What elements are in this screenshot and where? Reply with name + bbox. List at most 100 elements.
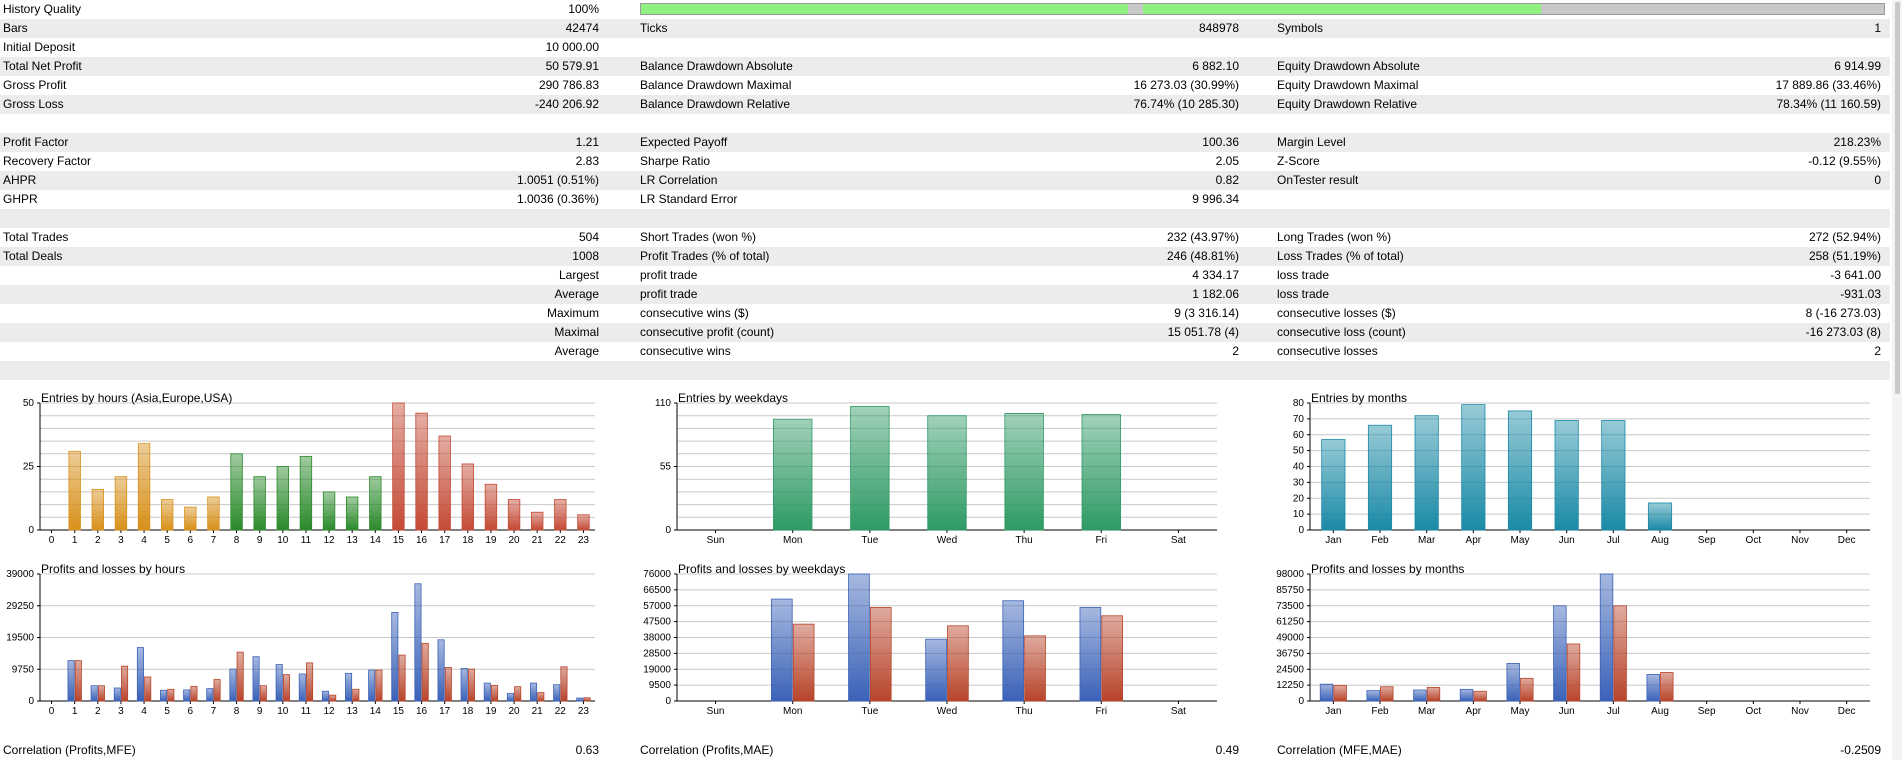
stat-label: Total Trades: [3, 230, 69, 244]
y-tick-label: 76000: [643, 569, 671, 580]
stat-row: Total Deals 1008 Profit Trades (% of total…: [0, 247, 1890, 266]
bar: [850, 406, 890, 531]
loss-bar: [1473, 690, 1487, 702]
stat-label: GHPR: [3, 192, 38, 206]
loss-bar: [190, 685, 198, 702]
x-tick-label: Fri: [1095, 535, 1107, 546]
x-tick-label: 3: [118, 706, 124, 717]
bar: [1321, 439, 1346, 531]
stat-value: -931.03: [1840, 287, 1881, 301]
x-tick-label: 8: [234, 535, 240, 546]
y-tick-label: 80: [1293, 398, 1305, 409]
bar: [507, 499, 521, 531]
x-tick-label: 6: [188, 706, 194, 717]
loss-bar: [74, 660, 82, 702]
y-tick-label: 28500: [643, 648, 671, 659]
profit-bar: [530, 682, 538, 702]
vertical-scrollbar[interactable]: [1892, 0, 1902, 760]
stat-label: consecutive profit (count): [640, 325, 775, 339]
x-tick-label: Sun: [707, 706, 725, 717]
profit-bar: [848, 573, 870, 702]
stat-label: profit trade: [640, 268, 698, 282]
stat-label: Long Trades (won %): [1277, 230, 1392, 244]
y-tick-label: 29250: [6, 601, 34, 612]
bar: [554, 499, 567, 531]
scrollbar-thumb[interactable]: [1895, 2, 1900, 394]
y-tick-label: 55: [660, 462, 672, 473]
bar: [276, 466, 289, 531]
stat-value: 258 (51.19%): [1808, 249, 1881, 263]
bar: [114, 476, 128, 531]
y-tick-label: 0: [1298, 696, 1304, 707]
y-tick-label: 98000: [1276, 569, 1304, 580]
correlation-row: Correlation (Profits,MFE) 0.63 Correlati…: [0, 741, 1890, 760]
bar: [577, 514, 590, 531]
y-tick-label: 30: [1293, 477, 1305, 488]
profit-bar: [553, 684, 561, 702]
chart-svg: 0 55 110 Sun Mon Tue Wed Thu Fri Sat: [655, 398, 1217, 546]
loss-bar: [421, 642, 429, 702]
y-tick-label: 50: [23, 398, 35, 409]
x-tick-label: 13: [347, 706, 359, 717]
bar: [1461, 404, 1486, 531]
chart-title: Profits and losses by months: [1311, 562, 1465, 576]
x-tick-label: Mar: [1418, 706, 1436, 717]
chart-title: Entries by hours (Asia,Europe,USA): [41, 391, 233, 405]
y-tick-label: 0: [28, 696, 34, 707]
stat-label: LR Correlation: [640, 173, 718, 187]
correlation-profits-mae-label: Correlation (Profits,MAE): [640, 743, 774, 757]
stat-value: 218.23%: [1833, 135, 1881, 149]
bar: [207, 496, 220, 531]
loss-bar: [583, 697, 591, 702]
stat-group-label: Largest: [558, 268, 599, 282]
stat-label: profit trade: [640, 287, 698, 301]
chart-svg: 0 10 20 30 40 50 60 70 80 Jan Feb Mar Apr May Jun Jul Au…: [1293, 398, 1870, 546]
bar: [161, 499, 174, 531]
chart-pl-hours: 0 9750 19500 29250 39000 0 1 2 3 4 5 6 7 8 9 10 11 12 13 14…: [0, 559, 605, 731]
profit-bar: [1506, 663, 1520, 702]
history-quality-row: History Quality 100%: [0, 0, 1890, 19]
stat-value: 42474: [565, 21, 599, 35]
y-tick-label: 50: [1293, 446, 1305, 457]
x-tick-label: 17: [439, 706, 451, 717]
bar: [484, 483, 498, 531]
x-tick-label: Wed: [937, 535, 957, 546]
profit-bar: [206, 688, 214, 702]
y-tick-label: 39000: [6, 569, 34, 580]
y-tick-label: 9500: [649, 680, 672, 691]
profit-bar: [506, 693, 514, 702]
loss-bar: [1333, 685, 1347, 702]
loss-bar: [282, 674, 290, 702]
x-tick-label: 5: [164, 706, 170, 717]
profit-bar: [321, 690, 329, 702]
bar: [927, 415, 967, 531]
profit-bar: [925, 638, 947, 702]
history-quality-label: History Quality: [3, 2, 82, 16]
y-tick-label: 12250: [1276, 680, 1304, 691]
bar: [1554, 420, 1579, 531]
history-quality-fill: [641, 4, 1884, 14]
loss-bar: [947, 625, 969, 702]
x-tick-label: 21: [532, 535, 544, 546]
stat-label: consecutive losses: [1277, 344, 1378, 358]
y-tick-label: 0: [665, 525, 671, 536]
y-tick-label: 40: [1293, 462, 1305, 473]
chart-title: Entries by weekdays: [678, 391, 789, 405]
profit-bar: [770, 598, 793, 702]
stat-value: -16 273.03 (8): [1805, 325, 1881, 339]
x-tick-label: 20: [509, 535, 521, 546]
bar: [369, 476, 382, 531]
y-tick-label: 85750: [1276, 585, 1304, 596]
x-tick-label: May: [1511, 706, 1530, 717]
x-tick-label: Apr: [1466, 706, 1482, 717]
profit-bar: [1002, 600, 1025, 702]
x-tick-label: 10: [277, 535, 289, 546]
stat-label: loss trade: [1277, 268, 1330, 282]
stat-value: 10 000.00: [545, 40, 599, 54]
x-tick-label: Tue: [861, 535, 878, 546]
stat-label: Expected Payoff: [640, 135, 728, 149]
profit-bar: [136, 647, 144, 702]
stat-value: 848978: [1198, 21, 1239, 35]
loss-bar: [491, 684, 499, 702]
correlation-profits-mfe-label: Correlation (Profits,MFE): [3, 743, 136, 757]
